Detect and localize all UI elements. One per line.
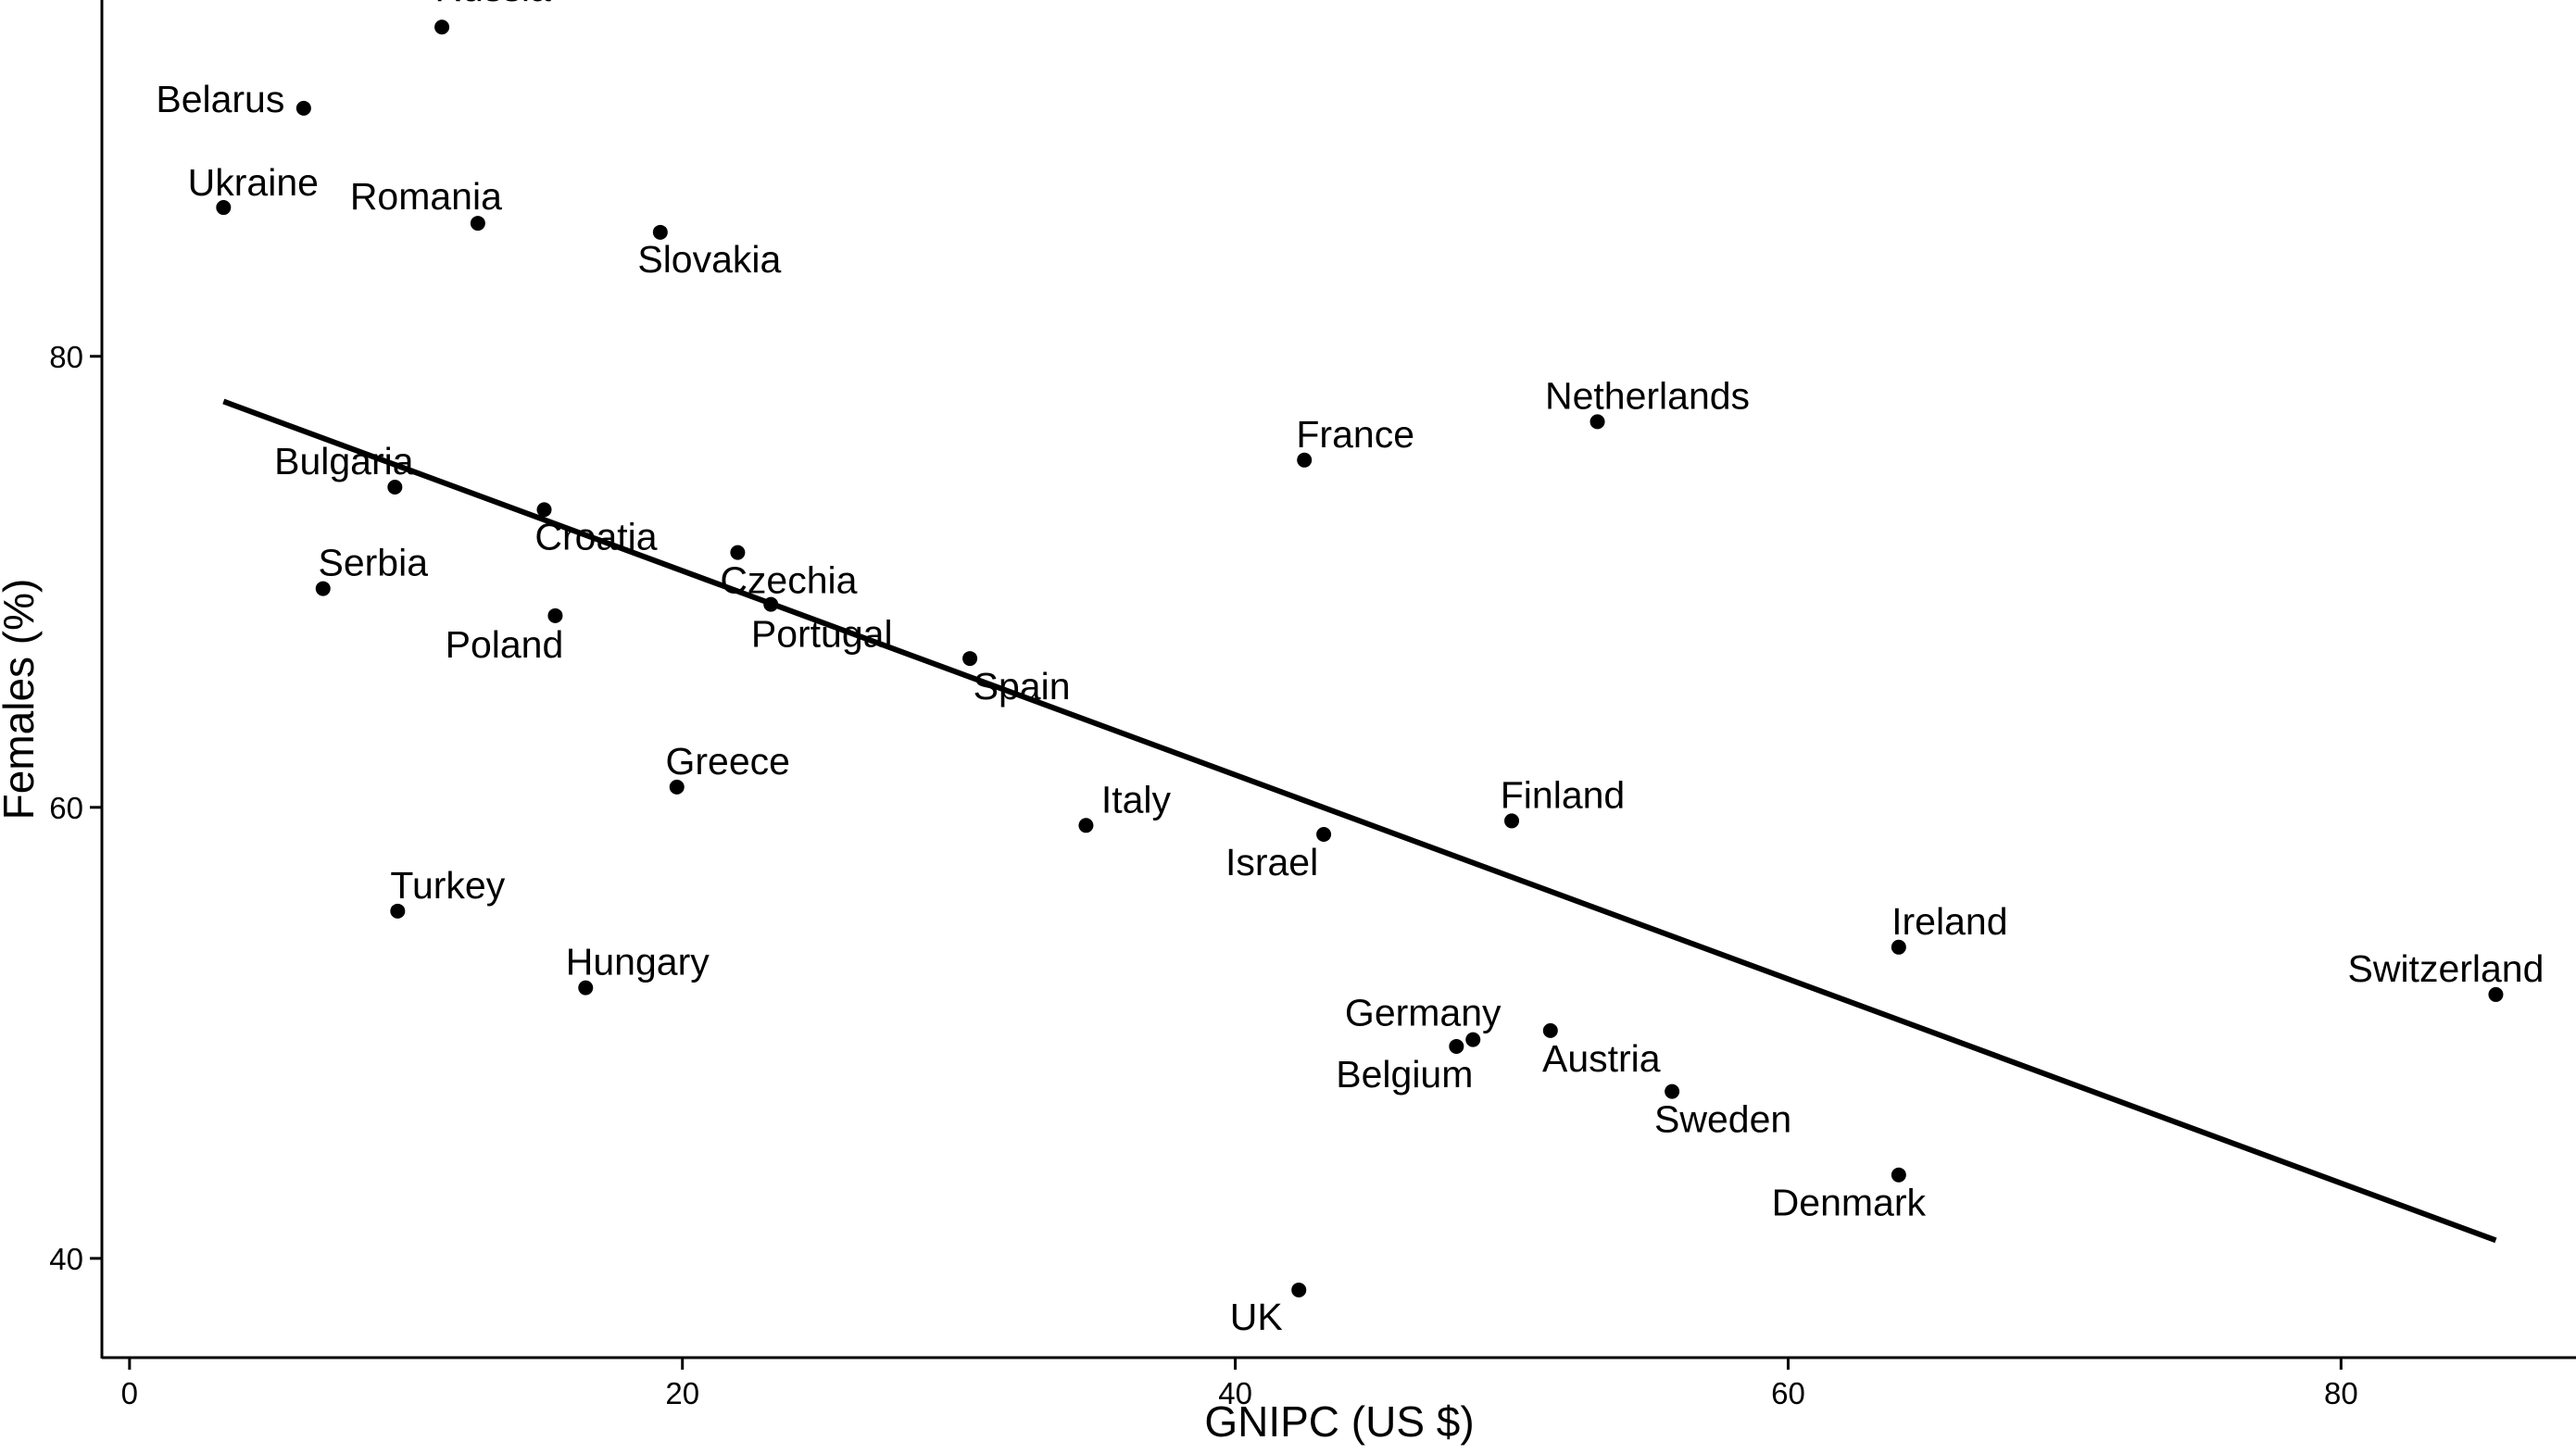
data-point <box>216 200 232 216</box>
x-tick-label: 80 <box>2324 1376 2358 1410</box>
data-point <box>1891 1167 1906 1183</box>
point-label: Croatia <box>534 515 657 557</box>
x-tick-label: 40 <box>1218 1376 1252 1410</box>
data-point <box>1316 827 1332 843</box>
point-label: Ukraine <box>188 161 319 204</box>
data-point <box>669 779 685 795</box>
point-label: Belgium <box>1336 1053 1473 1096</box>
x-tick-label: 60 <box>1771 1376 1805 1410</box>
data-point <box>1891 939 1906 955</box>
point-label: Hungary <box>566 941 710 983</box>
data-point <box>1542 1022 1558 1038</box>
data-point <box>763 596 779 612</box>
y-tick-label: 80 <box>49 340 83 374</box>
data-point <box>1078 818 1094 833</box>
point-label: UK <box>1230 1296 1283 1338</box>
y-axis-title: Females (%) <box>0 579 43 820</box>
x-axis-title: GNIPC (US $) <box>1204 1397 1474 1446</box>
point-label: Austria <box>1542 1037 1661 1080</box>
point-label: Spain <box>974 665 1071 708</box>
data-point <box>536 502 552 518</box>
point-label: Bulgaria <box>274 440 414 482</box>
data-point <box>1297 452 1313 468</box>
data-point <box>1465 1032 1481 1047</box>
data-point <box>652 224 668 240</box>
data-point <box>315 581 331 596</box>
data-points <box>216 19 2504 1297</box>
data-point <box>295 100 311 116</box>
point-label: Turkey <box>390 864 505 907</box>
axis-ticks: 0 20 40 60 80 40 60 80 <box>49 340 2357 1410</box>
point-label: Russia <box>434 0 551 9</box>
data-point <box>1590 414 1605 430</box>
point-label: Switzerland <box>2347 947 2544 990</box>
data-point <box>470 216 485 232</box>
data-point <box>1291 1282 1307 1297</box>
point-label: Denmark <box>1772 1182 1927 1224</box>
data-point <box>1449 1038 1464 1054</box>
data-point <box>1665 1083 1680 1099</box>
data-point <box>390 903 406 919</box>
point-label: Finland <box>1501 773 1625 816</box>
point-label: Poland <box>446 623 564 666</box>
data-point <box>2488 986 2504 1002</box>
point-label: Belarus <box>156 78 284 120</box>
data-point <box>434 19 450 35</box>
trend-line <box>222 398 2497 1244</box>
point-label: Germany <box>1345 992 1502 1034</box>
point-label: Czechia <box>720 559 857 602</box>
point-label: Ireland <box>1891 900 2007 943</box>
point-label: Slovakia <box>637 238 781 281</box>
point-label: France <box>1296 413 1414 456</box>
data-point <box>578 980 594 996</box>
point-label: Italy <box>1101 778 1172 820</box>
point-label: Portugal <box>751 613 893 656</box>
x-tick-label: 20 <box>665 1376 699 1410</box>
data-point <box>387 480 403 495</box>
x-tick-label: 0 <box>121 1376 138 1410</box>
point-label: Netherlands <box>1545 374 1750 417</box>
y-tick-label: 60 <box>49 791 83 825</box>
y-tick-label: 40 <box>49 1242 83 1276</box>
point-label: Sweden <box>1654 1098 1791 1141</box>
point-label: Romania <box>350 175 502 218</box>
point-label: Israel <box>1225 841 1318 883</box>
data-point <box>547 608 563 623</box>
data-point <box>962 651 978 667</box>
data-point <box>730 545 746 560</box>
point-label: Serbia <box>318 542 428 584</box>
point-label: Greece <box>666 740 790 783</box>
point-labels: Russia Belarus Ukraine Romania Slovakia Nethe… <box>156 0 2544 1338</box>
data-point <box>1504 813 1520 829</box>
